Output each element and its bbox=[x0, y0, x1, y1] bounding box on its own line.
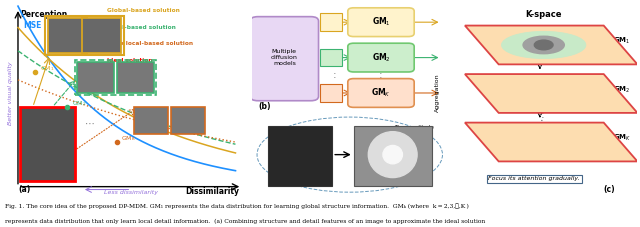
FancyBboxPatch shape bbox=[77, 62, 114, 94]
Text: MSE: MSE bbox=[23, 20, 42, 30]
FancyBboxPatch shape bbox=[250, 17, 319, 101]
Polygon shape bbox=[465, 74, 637, 113]
FancyBboxPatch shape bbox=[354, 126, 432, 186]
FancyBboxPatch shape bbox=[116, 62, 154, 94]
Ellipse shape bbox=[502, 31, 586, 59]
Text: GM$_1$: GM$_1$ bbox=[613, 36, 630, 46]
Ellipse shape bbox=[523, 36, 564, 54]
Text: Global-based solution: Global-based solution bbox=[107, 8, 180, 13]
Text: Local-based solution: Local-based solution bbox=[107, 25, 175, 30]
Text: GM$_2$: GM$_2$ bbox=[72, 99, 87, 108]
Text: :: : bbox=[379, 70, 383, 80]
FancyBboxPatch shape bbox=[348, 8, 414, 37]
Text: Focus its attention gradually.: Focus its attention gradually. bbox=[488, 176, 580, 181]
Text: K-space: K-space bbox=[525, 10, 562, 19]
Ellipse shape bbox=[368, 132, 417, 178]
FancyBboxPatch shape bbox=[348, 43, 414, 72]
Text: More local-based solution: More local-based solution bbox=[107, 41, 193, 46]
Text: Fig. 1. The core idea of the proposed DP-MDM. GM₁ represents the data distributi: Fig. 1. The core idea of the proposed DP… bbox=[5, 203, 469, 209]
Text: $\cdots$: $\cdots$ bbox=[84, 118, 95, 128]
FancyBboxPatch shape bbox=[321, 84, 342, 102]
FancyBboxPatch shape bbox=[321, 13, 342, 31]
Text: (c): (c) bbox=[604, 185, 615, 194]
Ellipse shape bbox=[534, 40, 553, 50]
Text: (a): (a) bbox=[18, 185, 30, 194]
Text: The amplitude
of K-space: The amplitude of K-space bbox=[394, 125, 434, 136]
FancyBboxPatch shape bbox=[268, 126, 332, 186]
FancyBboxPatch shape bbox=[171, 107, 205, 134]
Text: GM$_K$: GM$_K$ bbox=[613, 133, 631, 143]
Text: Dissimilarity: Dissimilarity bbox=[186, 188, 240, 196]
FancyBboxPatch shape bbox=[134, 107, 168, 134]
Text: represents data distribution that only learn local detail information.  (a) Comb: represents data distribution that only l… bbox=[5, 218, 485, 224]
Ellipse shape bbox=[383, 146, 403, 164]
FancyBboxPatch shape bbox=[321, 49, 342, 67]
Text: (b): (b) bbox=[258, 102, 271, 111]
Text: GM$_1$: GM$_1$ bbox=[40, 64, 55, 73]
FancyBboxPatch shape bbox=[348, 79, 414, 107]
Text: GM$_2$: GM$_2$ bbox=[613, 84, 630, 95]
Text: GM$_K$: GM$_K$ bbox=[122, 134, 137, 143]
FancyBboxPatch shape bbox=[82, 18, 122, 53]
Text: $\vdots$: $\vdots$ bbox=[536, 117, 543, 130]
Text: Better visual quality: Better visual quality bbox=[8, 62, 13, 125]
Text: GM$_2$: GM$_2$ bbox=[372, 51, 390, 64]
FancyBboxPatch shape bbox=[20, 107, 75, 181]
Text: Ideal solution: Ideal solution bbox=[107, 58, 152, 63]
Text: Perception: Perception bbox=[20, 10, 68, 19]
Polygon shape bbox=[465, 123, 637, 161]
Text: :: : bbox=[535, 110, 545, 120]
Text: Aggregation: Aggregation bbox=[435, 73, 440, 112]
Text: Multiple
diffusion
models: Multiple diffusion models bbox=[271, 49, 298, 66]
FancyBboxPatch shape bbox=[47, 18, 87, 53]
Text: :: : bbox=[332, 70, 336, 80]
Text: GM$_1$: GM$_1$ bbox=[372, 16, 390, 28]
Text: Less dissimilarity: Less dissimilarity bbox=[104, 190, 158, 195]
Polygon shape bbox=[465, 26, 637, 64]
Text: GM$_K$: GM$_K$ bbox=[371, 87, 391, 99]
